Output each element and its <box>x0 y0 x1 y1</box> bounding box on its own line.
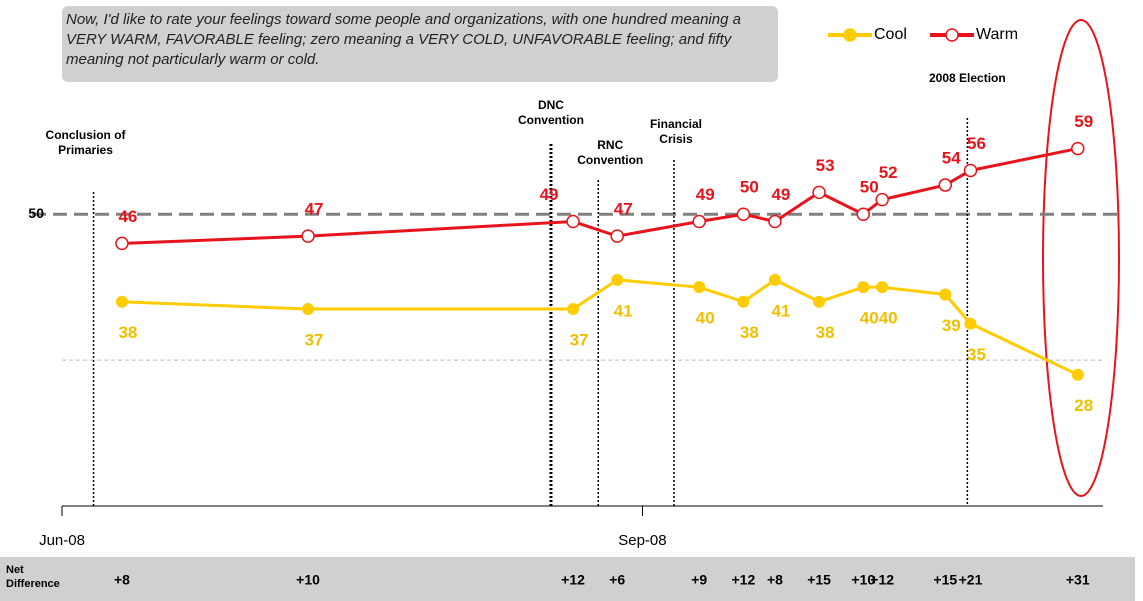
point <box>115 236 129 251</box>
data-label: 41 <box>614 301 633 320</box>
data-label: 59 <box>1074 112 1093 131</box>
data-label: 35 <box>967 345 986 364</box>
data-label: 50 <box>860 178 879 197</box>
point <box>963 163 978 178</box>
point <box>301 229 315 243</box>
point <box>567 303 580 316</box>
net-difference-value: +15 <box>807 572 831 588</box>
data-label: 37 <box>305 331 324 350</box>
point <box>692 214 706 229</box>
data-label: 47 <box>305 200 324 219</box>
point <box>857 281 870 294</box>
point <box>768 273 781 286</box>
net-difference-band <box>0 557 1135 601</box>
data-label: 28 <box>1074 396 1093 415</box>
point <box>611 273 624 286</box>
point <box>875 192 889 207</box>
net-difference-value: +9 <box>691 572 707 588</box>
event-label: RNC Convention <box>577 138 644 167</box>
net-difference-value: +15 <box>933 572 957 588</box>
data-label: 40 <box>879 309 898 328</box>
point <box>566 214 580 229</box>
legend-marker <box>945 28 959 42</box>
event-label: 2008 Election <box>928 71 1006 85</box>
data-label: 49 <box>696 185 715 204</box>
net-difference-value: +21 <box>959 572 983 588</box>
point <box>736 207 751 221</box>
point <box>693 281 706 294</box>
event-label: Conclusion of Primaries <box>45 128 126 157</box>
data-label: 47 <box>614 200 633 219</box>
data-label: 52 <box>879 163 898 182</box>
net-difference-value: +10 <box>851 572 875 588</box>
point <box>610 229 624 243</box>
net-difference-value: +31 <box>1066 572 1090 588</box>
net-difference-value: +12 <box>561 572 585 588</box>
data-label: 37 <box>570 331 589 350</box>
point <box>1071 141 1085 156</box>
point <box>115 295 128 308</box>
event-label: DNC Convention <box>517 98 584 127</box>
net-difference-value: +12 <box>870 572 894 588</box>
point <box>812 185 826 200</box>
point <box>737 295 750 308</box>
highlight-ellipse <box>1042 19 1120 497</box>
net-difference-value: +8 <box>767 572 783 588</box>
net-difference-value: +8 <box>114 572 130 588</box>
x-tick-label: Sep-08 <box>618 532 666 549</box>
data-label: 40 <box>860 309 879 328</box>
point <box>876 281 889 294</box>
data-label: 41 <box>771 301 790 320</box>
data-label: 38 <box>740 323 759 342</box>
data-label: 39 <box>942 316 961 335</box>
question-box <box>62 6 778 82</box>
net-difference-label: Net Difference <box>6 564 60 590</box>
data-label: 54 <box>942 149 961 168</box>
data-label: 56 <box>967 134 986 153</box>
data-label: 38 <box>816 323 835 342</box>
data-label: 50 <box>740 178 759 197</box>
legend-label: Warm <box>976 26 1018 43</box>
net-difference-value: +12 <box>732 572 756 588</box>
point <box>1071 368 1084 381</box>
legend-marker <box>843 28 857 42</box>
event-label: Financial Crisis <box>649 117 702 146</box>
net-difference-value: +6 <box>609 572 625 588</box>
data-label: 49 <box>540 185 559 204</box>
data-label: 46 <box>118 207 137 226</box>
x-tick-label: Jun-08 <box>39 532 85 549</box>
net-difference-value: +10 <box>296 572 320 588</box>
point <box>813 295 826 308</box>
point <box>938 178 953 192</box>
question-text: Now, I'd like to rate your feelings towa… <box>66 11 741 68</box>
data-label: 40 <box>696 309 715 328</box>
data-label: 53 <box>816 156 835 175</box>
point <box>964 317 977 330</box>
data-label: 38 <box>118 323 137 342</box>
y-tick-label: 50 <box>28 205 44 221</box>
point <box>939 288 952 301</box>
point <box>302 303 315 316</box>
point <box>768 214 782 229</box>
legend-label: Cool <box>874 26 907 43</box>
data-label: 49 <box>771 185 790 204</box>
point <box>856 207 871 221</box>
